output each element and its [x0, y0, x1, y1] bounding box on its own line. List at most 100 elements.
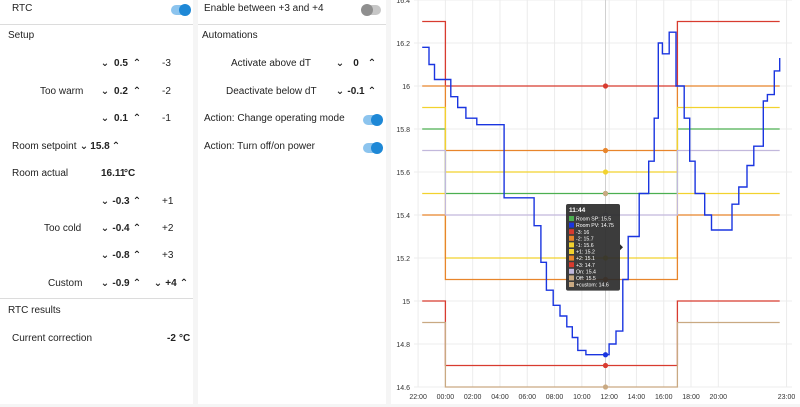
tooltip-row-text: On: 15.4: [576, 269, 596, 275]
x-tick-label: 06:00: [518, 394, 536, 401]
room-setpoint-stepper: ⌄ 15.8 ⌃: [79, 140, 121, 154]
hover-point: [602, 147, 609, 154]
chevron-down-icon[interactable]: ⌄: [153, 278, 163, 289]
y-tick-label: 15.4: [396, 213, 410, 220]
chevron-up-icon[interactable]: ⌃: [132, 58, 142, 69]
deactivate-stepper: ⌄ -0.1 ⌃: [335, 85, 377, 99]
tooltip-swatch: [569, 262, 574, 268]
too-cold-value: -0.3: [112, 196, 130, 207]
too-warm-row: ⌄ 0.1 ⌃: [100, 112, 142, 126]
series-line-Room SP: [422, 128, 780, 195]
tooltip-row-text: Room PV: 14.75: [576, 223, 614, 229]
chevron-down-icon[interactable]: ⌄: [100, 113, 110, 124]
enable-toggle[interactable]: [361, 4, 381, 16]
x-tick-label: 02:00: [464, 394, 482, 401]
too-cold-row: ⌄ -0.8 ⌃: [100, 249, 142, 263]
tooltip-row-text: -2: 15.7: [576, 236, 594, 242]
too-warm-label: Too warm: [40, 86, 84, 97]
tooltip-row-text: -3: 16: [576, 230, 589, 236]
divider: [0, 298, 193, 299]
custom-value: -0.9: [112, 278, 130, 289]
x-tick-label: 08:00: [546, 394, 564, 401]
current-correction-label: Current correction: [12, 333, 93, 344]
deactivate-value: -0.1: [347, 86, 365, 97]
chevron-up-icon[interactable]: ⌃: [132, 278, 142, 289]
y-tick-label: 15.8: [396, 127, 410, 134]
chevron-down-icon[interactable]: ⌄: [100, 58, 110, 69]
action-power-toggle[interactable]: [363, 142, 383, 154]
x-tick-label: 10:00: [573, 394, 591, 401]
too-warm-value: 0.1: [114, 113, 128, 124]
x-tick-label: 23:00: [778, 394, 796, 401]
tooltip-swatch: [569, 268, 574, 274]
action-power-label: Action: Turn off/on power: [204, 141, 315, 152]
tooltip-swatch: [569, 275, 574, 281]
tooltip-swatch: [569, 242, 574, 248]
activate-value: 0: [353, 58, 359, 69]
hover-point: [602, 169, 609, 175]
activate-stepper: ⌄ 0 ⌃: [335, 57, 377, 71]
chevron-down-icon[interactable]: ⌄: [100, 250, 110, 261]
chevron-up-icon[interactable]: ⌃: [367, 86, 377, 97]
automations-panel: Enable between +3 and +4 Automations Act…: [198, 0, 386, 404]
chevron-down-icon[interactable]: ⌄: [100, 86, 110, 97]
chevron-down-icon[interactable]: ⌄: [335, 58, 345, 69]
rtc-toggle[interactable]: [171, 4, 191, 16]
chevron-down-icon[interactable]: ⌄: [335, 86, 345, 97]
room-setpoint-label: Room setpoint: [12, 141, 77, 152]
enable-label: Enable between +3 and +4: [204, 3, 324, 14]
y-tick-label: 16: [402, 84, 410, 91]
hover-point: [602, 190, 609, 197]
too-warm-value: 0.2: [114, 86, 128, 97]
series-line-Off: [422, 321, 780, 388]
tooltip-swatch: [569, 222, 574, 228]
hover-point: [602, 83, 609, 89]
too-cold-step: +3: [162, 250, 174, 261]
chevron-up-icon[interactable]: ⌃: [132, 86, 142, 97]
too-warm-step: -3: [162, 58, 171, 69]
chevron-down-icon[interactable]: ⌄: [100, 196, 110, 207]
chevron-down-icon[interactable]: ⌄: [100, 278, 110, 289]
chevron-up-icon[interactable]: ⌃: [132, 223, 142, 234]
hover-point: [602, 352, 609, 358]
y-tick-label: 15.6: [396, 170, 410, 177]
too-cold-row: ⌄ -0.3 ⌃: [100, 195, 142, 209]
too-cold-step: +2: [162, 223, 174, 234]
chevron-up-icon[interactable]: ⌃: [367, 58, 377, 69]
y-tick-label: 14.8: [396, 342, 410, 349]
divider: [0, 24, 193, 25]
too-warm-row: ⌄ 0.2 ⌃: [100, 85, 142, 99]
hover-point: [602, 384, 609, 390]
chevron-up-icon[interactable]: ⌃: [111, 141, 121, 152]
threshold-chart[interactable]: 14.6 14.8 15 15.2 15.4 15.6 15.8 16 16.2 16.4 22:0…: [391, 0, 800, 404]
x-tick-label: 04:00: [491, 394, 509, 401]
tooltip-swatch: [569, 249, 574, 254]
series-line-+2: [422, 214, 780, 281]
divider: [198, 24, 386, 25]
chevron-up-icon[interactable]: ⌃: [132, 113, 142, 124]
x-tick-label: 00:00: [437, 394, 455, 401]
rtc-results-title: RTC results: [8, 305, 61, 316]
x-tick-label: 22:00: [409, 394, 427, 401]
enable-toggle-knob: [361, 4, 373, 16]
too-cold-value: -0.8: [112, 250, 130, 261]
too-cold-step: +1: [162, 196, 174, 207]
tooltip-swatch: [569, 229, 574, 235]
chevron-up-icon[interactable]: ⌃: [132, 196, 142, 207]
room-actual-label: Room actual: [12, 168, 69, 179]
chevron-down-icon[interactable]: ⌄: [100, 223, 110, 234]
tooltip-row-text: +custom: 14.6: [576, 283, 609, 289]
action-mode-toggle[interactable]: [363, 114, 383, 126]
action-mode-label: Action: Change operating mode: [204, 113, 345, 124]
too-cold-row: ⌄ -0.4 ⌃: [100, 222, 142, 236]
rtc-panel: RTC Setup Too warm ⌄ 0.5 ⌃ -3 ⌄ 0.2 ⌃ -2 ⌄ 0.…: [0, 0, 193, 404]
x-tick-label: 16:00: [655, 394, 673, 401]
chevron-down-icon[interactable]: ⌄: [79, 141, 89, 152]
tooltip-background: [566, 204, 620, 291]
chevron-up-icon[interactable]: ⌃: [179, 278, 189, 289]
chevron-up-icon[interactable]: ⌃: [132, 250, 142, 261]
y-tick-label: 16.2: [396, 41, 410, 48]
action-power-toggle-knob: [371, 142, 383, 154]
chart-panel: 14.6 14.8 15 15.2 15.4 15.6 15.8 16 16.2 16.4 22:0…: [391, 0, 800, 404]
